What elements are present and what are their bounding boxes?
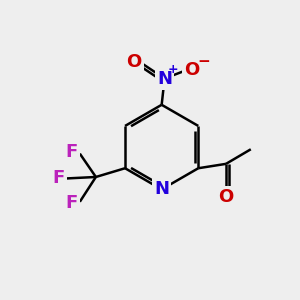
- Text: O: O: [184, 61, 199, 79]
- Text: N: N: [157, 70, 172, 88]
- Text: −: −: [197, 54, 210, 69]
- Text: N: N: [154, 180, 169, 198]
- Text: O: O: [126, 53, 142, 71]
- Text: F: F: [65, 143, 78, 161]
- Text: +: +: [168, 63, 178, 76]
- Text: F: F: [65, 194, 78, 212]
- Text: O: O: [218, 188, 234, 206]
- Text: F: F: [52, 169, 65, 188]
